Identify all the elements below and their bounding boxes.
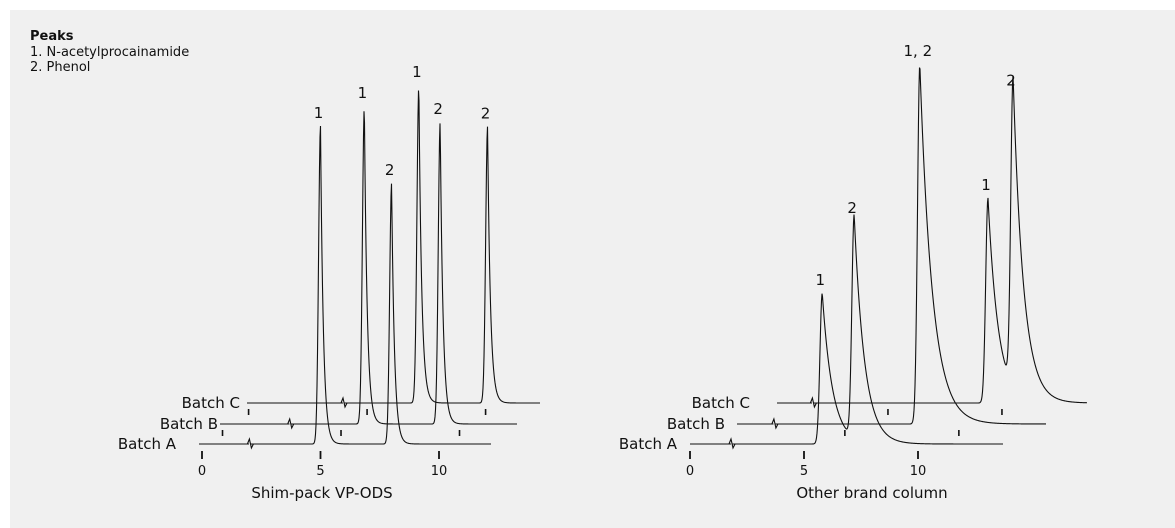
peak-label: 1 xyxy=(358,84,368,102)
peak-label: 1 xyxy=(815,271,825,289)
trace-line xyxy=(690,214,1003,450)
figure-panel xyxy=(10,10,1175,528)
x-tick-label-0: 0 xyxy=(686,464,694,479)
x-tick-label-10: 10 xyxy=(431,464,448,479)
legend-title: Peaks xyxy=(30,29,74,44)
trace-batch-b: Batch B 1 2 xyxy=(160,84,517,436)
peak-label: 1 xyxy=(981,176,991,194)
peak-label: 2 xyxy=(385,161,395,179)
x-tick-label-0: 0 xyxy=(198,464,206,479)
x-tick-label-10: 10 xyxy=(910,464,927,479)
peak-label: 1 xyxy=(314,104,324,122)
trace-batch-c: Batch C 1 2 xyxy=(692,71,1088,415)
peak-label: 2 xyxy=(433,100,443,118)
trace-line xyxy=(777,75,1088,409)
chromatogram-other-brand: 0 5 10 Other brand column Batch A 1 2 Batch B 1,… xyxy=(619,42,1088,502)
peak-label: 2 xyxy=(1006,71,1016,89)
trace-line xyxy=(737,67,1046,430)
peak-label: 1 xyxy=(412,63,422,81)
x-tick-label-5: 5 xyxy=(800,464,808,479)
peak-label: 2 xyxy=(481,104,491,122)
trace-line xyxy=(220,111,517,430)
chart-title: Other brand column xyxy=(796,484,947,502)
trace-batch-a: Batch A 1 2 xyxy=(619,199,1003,453)
series-label: Batch B xyxy=(667,415,725,433)
chart-title: Shim-pack VP-ODS xyxy=(251,484,392,502)
series-label: Batch C xyxy=(182,394,240,412)
series-label: Batch A xyxy=(619,435,678,453)
x-tick-label-5: 5 xyxy=(316,464,324,479)
trace-line xyxy=(247,90,540,409)
peaks-legend: Peaks 1. N-acetylprocainamide 2. Phenol xyxy=(30,29,189,76)
series-label: Batch A xyxy=(118,435,177,453)
legend-item-2: 2. Phenol xyxy=(30,60,91,75)
trace-batch-b: Batch B 1, 2 xyxy=(667,42,1046,436)
series-label: Batch C xyxy=(692,394,750,412)
trace-batch-c: Batch C 1 2 xyxy=(182,63,540,415)
series-label: Batch B xyxy=(160,415,218,433)
legend-item-1: 1. N-acetylprocainamide xyxy=(30,44,190,60)
peak-label: 2 xyxy=(847,199,857,217)
trace-line xyxy=(199,125,491,450)
trace-batch-a: Batch A 1 2 xyxy=(118,104,491,453)
peak-label: 1, 2 xyxy=(904,42,933,60)
